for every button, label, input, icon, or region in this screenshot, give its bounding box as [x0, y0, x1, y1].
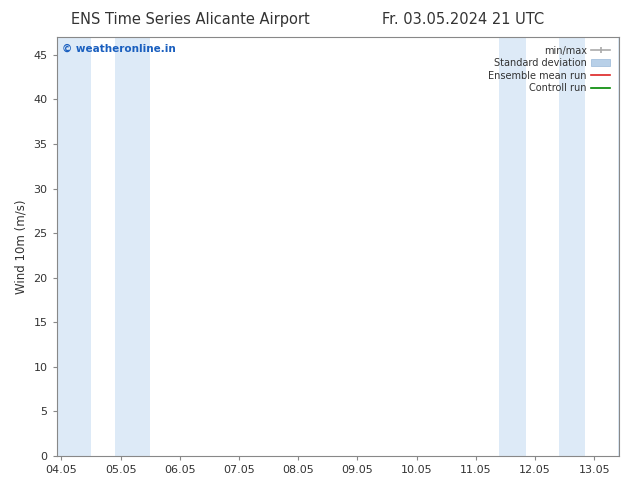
Bar	[500, 37, 526, 456]
Text: © weatheronline.in: © weatheronline.in	[62, 43, 176, 53]
Legend: min/max, Standard deviation, Ensemble mean run, Controll run: min/max, Standard deviation, Ensemble me…	[484, 42, 614, 97]
Text: ENS Time Series Alicante Airport: ENS Time Series Alicante Airport	[71, 12, 309, 27]
Y-axis label: Wind 10m (m/s): Wind 10m (m/s)	[15, 199, 28, 294]
Bar	[115, 37, 150, 456]
Bar	[56, 37, 91, 456]
Bar	[618, 37, 619, 456]
Bar	[559, 37, 585, 456]
Text: Fr. 03.05.2024 21 UTC: Fr. 03.05.2024 21 UTC	[382, 12, 544, 27]
